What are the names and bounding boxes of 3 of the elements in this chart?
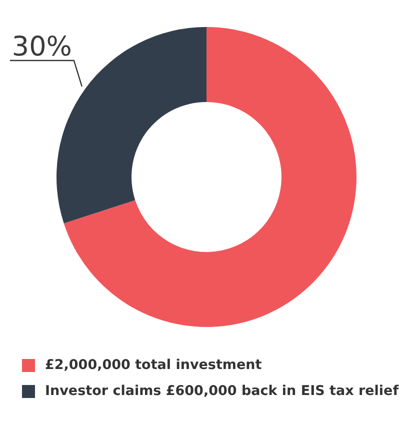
data-label: 30% — [12, 31, 72, 62]
legend-label: Investor claims £600,000 back in EIS tax relief — [45, 383, 399, 399]
legend-label: £2,000,000 total investment — [45, 357, 262, 373]
